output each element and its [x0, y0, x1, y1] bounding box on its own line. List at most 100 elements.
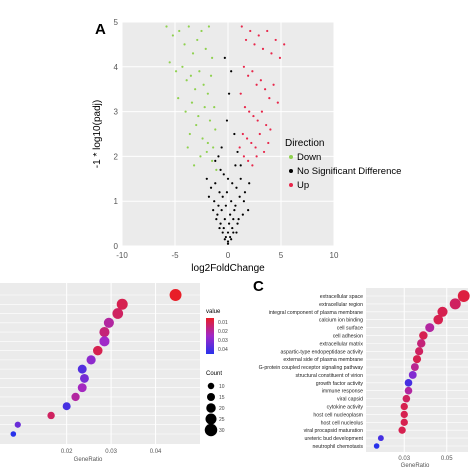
- volcano-point: [207, 25, 211, 28]
- go-term-label: ureteric bud development: [304, 436, 363, 442]
- go-term-dot: [169, 289, 182, 301]
- go-term-label: extracellular region: [319, 302, 363, 308]
- legend-title: Direction: [285, 138, 324, 149]
- go-term-dot: [408, 371, 417, 379]
- volcano-point: [238, 146, 241, 149]
- colorbar-title: value: [206, 309, 221, 315]
- volcano-point: [206, 141, 209, 145]
- go-term-label: external side of plasma membrane: [283, 357, 363, 363]
- volcano-point: [230, 200, 233, 203]
- volcano-point: [186, 146, 189, 149]
- volcano-point: [204, 47, 207, 50]
- volcano-point: [242, 65, 245, 68]
- volcano-point: [214, 159, 217, 162]
- go-term-label: neutrophil chemotaxis: [313, 444, 364, 450]
- volcano-point: [223, 56, 226, 59]
- volcano-point: [171, 34, 174, 37]
- volcano-point: [269, 128, 272, 131]
- volcano-point: [208, 119, 212, 122]
- y-tick-label: 4: [114, 63, 119, 72]
- volcano-point: [227, 222, 231, 225]
- go-term-label: cell adhesion: [333, 333, 363, 339]
- volcano-point: [239, 177, 242, 180]
- size-legend-label: 25: [219, 417, 225, 423]
- volcano-point: [215, 168, 218, 171]
- go-term-dot: [433, 314, 444, 325]
- go-term-dot: [402, 394, 411, 403]
- volcano-point: [251, 70, 254, 73]
- volcano-point: [165, 25, 168, 28]
- volcano-point: [168, 61, 171, 64]
- colorbar-tick-label: 0.01: [218, 320, 228, 326]
- volcano-point: [257, 34, 260, 37]
- volcano-point: [245, 137, 249, 140]
- volcano-point: [199, 155, 202, 158]
- volcano-point: [238, 195, 241, 198]
- go-term-dot: [10, 431, 17, 437]
- y-tick-label: 0: [114, 242, 119, 251]
- volcano-point: [181, 65, 184, 68]
- volcano-point: [195, 123, 198, 127]
- volcano-point: [212, 146, 215, 149]
- size-legend-dot: [207, 393, 215, 401]
- volcano-point: [211, 56, 214, 59]
- go-term-label: G-protein coupled receptor signaling pat…: [259, 365, 364, 371]
- volcano-point: [226, 242, 230, 245]
- volcano-point: [212, 209, 215, 212]
- volcano-point: [241, 132, 244, 136]
- volcano-point: [239, 164, 242, 167]
- volcano-point: [183, 43, 186, 46]
- volcano-point: [220, 209, 223, 212]
- volcano-point: [194, 88, 197, 91]
- size-legend-dot: [205, 413, 217, 425]
- go-term-dot: [77, 364, 87, 374]
- go-term-dot: [457, 290, 470, 302]
- volcano-point: [213, 200, 216, 203]
- go-term-label: cell surface: [337, 326, 363, 332]
- volcano-point: [226, 240, 230, 243]
- volcano-point: [268, 97, 271, 100]
- volcano-point: [222, 226, 225, 230]
- volcano-point: [192, 164, 196, 167]
- go-term-dot: [398, 426, 406, 434]
- volcano-point: [242, 155, 245, 158]
- volcano-point: [235, 186, 238, 189]
- volcano-point: [244, 38, 248, 42]
- go-term-label: viral procapsid maturation: [304, 428, 364, 434]
- volcano-point: [241, 213, 244, 216]
- x-tick-label: -10: [116, 251, 128, 260]
- legend-entry-label: No Significant Difference: [297, 166, 401, 177]
- volcano-point: [189, 74, 192, 77]
- x-tick-label: 0.03: [105, 449, 117, 455]
- volcano-point: [272, 83, 275, 86]
- volcano-point: [222, 173, 225, 176]
- colorbar: [206, 318, 214, 354]
- volcano-point: [255, 155, 258, 158]
- volcano-point: [215, 218, 218, 221]
- volcano-point: [216, 213, 219, 216]
- volcano-point: [230, 238, 233, 241]
- volcano-point: [207, 195, 211, 198]
- x-tick-label: 0.05: [441, 456, 453, 462]
- go-term-dot: [400, 410, 408, 419]
- volcano-point: [259, 79, 262, 82]
- volcano-point: [197, 114, 200, 118]
- go-term-dot: [404, 379, 413, 387]
- volcano-point: [240, 25, 243, 28]
- volcano-point: [239, 92, 242, 95]
- volcano-point: [236, 222, 239, 225]
- go-term-dot: [404, 386, 413, 395]
- volcano-point: [260, 110, 264, 113]
- volcano-point: [218, 191, 221, 194]
- go-term-label: extracellular space: [320, 294, 363, 300]
- volcano-point: [258, 132, 261, 136]
- volcano-point: [219, 222, 222, 225]
- volcano-point: [232, 218, 235, 221]
- volcano-point: [230, 70, 233, 73]
- size-legend-dot: [207, 382, 215, 390]
- volcano-point: [265, 123, 268, 127]
- legend-entry-label: Up: [297, 180, 309, 191]
- size-legend-label: 20: [219, 406, 225, 412]
- x-tick-label: 0.04: [150, 449, 162, 455]
